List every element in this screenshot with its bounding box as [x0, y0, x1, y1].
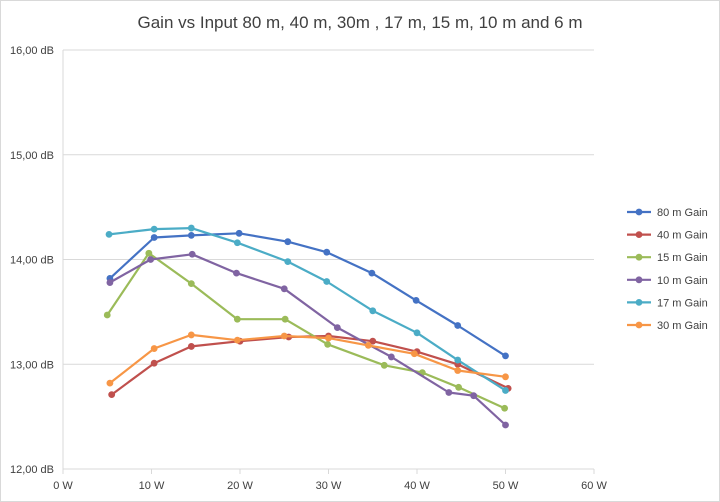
series-line-15-m-gain — [106, 252, 506, 410]
data-point-80-m-gain — [454, 322, 462, 329]
data-point-80-m-gain — [323, 248, 331, 256]
data-point-80-m-gain — [368, 269, 376, 277]
data-point-10-m-gain — [445, 389, 453, 396]
y-tick-label: 12,00 dB — [10, 464, 54, 476]
data-point-80-m-gain — [284, 238, 292, 246]
data-point-30-m-gain — [502, 373, 509, 381]
legend-label: 80 m Gain — [657, 207, 708, 219]
data-point-10-m-gain — [280, 285, 288, 293]
data-point-15-m-gain — [103, 311, 111, 319]
legend-item-30-m-gain: 30 m Gain — [627, 320, 708, 332]
x-tick-label: 40 W — [404, 480, 430, 492]
legend-label: 10 m Gain — [657, 275, 708, 287]
data-point-80-m-gain — [502, 352, 509, 360]
data-point-30-m-gain — [410, 350, 418, 358]
data-point-17-m-gain — [284, 258, 292, 265]
data-point-30-m-gain — [325, 334, 332, 342]
data-point-30-m-gain — [364, 341, 372, 349]
data-point-30-m-gain — [106, 379, 114, 387]
data-point-15-m-gain — [455, 383, 462, 391]
data-point-17-m-gain — [233, 239, 241, 247]
data-point-15-m-gain — [145, 249, 153, 257]
data-point-17-m-gain — [150, 225, 158, 233]
data-point-10-m-gain — [333, 324, 341, 331]
series-line-30-m-gain — [109, 333, 506, 384]
data-point-15-m-gain — [233, 315, 241, 323]
legend-label: 17 m Gain — [657, 297, 708, 309]
data-point-17-m-gain — [323, 278, 331, 285]
data-point-17-m-gain — [413, 329, 421, 337]
legend-marker — [635, 253, 643, 261]
data-point-10-m-gain — [188, 250, 196, 258]
y-tick-label: 16,00 dB — [10, 45, 54, 57]
data-point-15-m-gain — [187, 280, 195, 287]
data-point-40-m-gain — [187, 343, 195, 350]
data-point-40-m-gain — [150, 359, 158, 367]
legend-marker — [635, 231, 643, 239]
data-point-15-m-gain — [501, 404, 509, 412]
plot-area: 12,00 dB 13,00 dB 14,00 dB 15,00 dB 16,00 dB… — [10, 45, 607, 492]
legend-marker — [635, 321, 643, 329]
data-point-40-m-gain — [369, 337, 377, 345]
data-point-80-m-gain — [187, 232, 195, 239]
data-point-17-m-gain — [502, 387, 509, 394]
data-point-17-m-gain — [369, 307, 377, 315]
y-tick-label: 15,00 dB — [10, 150, 54, 162]
chart-title: Gain vs Input 80 m, 40 m, 30m , 17 m, 15… — [137, 13, 582, 32]
legend-item-40-m-gain: 40 m Gain — [627, 230, 708, 242]
x-tick-label: 10 W — [139, 480, 165, 492]
legend-item-80-m-gain: 80 m Gain — [627, 207, 708, 219]
data-point-10-m-gain — [106, 279, 114, 286]
series-line-10-m-gain — [109, 253, 507, 426]
data-point-10-m-gain — [387, 353, 395, 361]
data-point-40-m-gain — [108, 391, 116, 399]
data-point-80-m-gain — [235, 229, 243, 237]
x-tick-label: 60 W — [581, 480, 607, 492]
legend: 80 m Gain 40 m Gain 15 m Gain 10 m Gain 17 m… — [627, 207, 708, 332]
x-tick-label: 0 W — [53, 480, 73, 492]
series-line-17-m-gain — [108, 227, 507, 392]
data-point-30-m-gain — [233, 336, 241, 344]
legend-marker — [635, 276, 643, 284]
legend-item-10-m-gain: 10 m Gain — [627, 275, 708, 287]
legend-marker — [635, 208, 643, 216]
data-point-30-m-gain — [187, 331, 195, 339]
legend-item-15-m-gain: 15 m Gain — [627, 252, 708, 264]
x-tick-label: 20 W — [227, 480, 253, 492]
data-point-10-m-gain — [233, 269, 240, 277]
legend-label: 15 m Gain — [657, 252, 708, 264]
data-point-17-m-gain — [105, 230, 113, 238]
data-point-10-m-gain — [147, 256, 155, 263]
x-tick-label: 30 W — [316, 480, 342, 492]
legend-label: 40 m Gain — [657, 230, 708, 242]
data-point-10-m-gain — [502, 421, 509, 429]
data-point-17-m-gain — [454, 356, 462, 364]
legend-label: 30 m Gain — [657, 320, 708, 332]
legend-marker — [635, 299, 643, 306]
data-point-80-m-gain — [412, 296, 420, 304]
data-point-80-m-gain — [150, 234, 158, 241]
legend-item-17-m-gain: 17 m Gain — [627, 297, 708, 309]
data-point-15-m-gain — [380, 361, 388, 369]
data-point-30-m-gain — [150, 345, 158, 352]
y-tick-label: 14,00 dB — [10, 255, 54, 267]
data-point-30-m-gain — [454, 367, 462, 374]
x-tick-label: 50 W — [493, 480, 519, 492]
data-point-17-m-gain — [187, 224, 195, 232]
data-point-10-m-gain — [470, 392, 478, 400]
data-point-30-m-gain — [280, 332, 288, 340]
data-point-15-m-gain — [324, 340, 332, 348]
y-tick-label: 13,00 dB — [10, 359, 54, 371]
series-line-80-m-gain — [109, 232, 507, 357]
data-point-15-m-gain — [281, 315, 289, 323]
